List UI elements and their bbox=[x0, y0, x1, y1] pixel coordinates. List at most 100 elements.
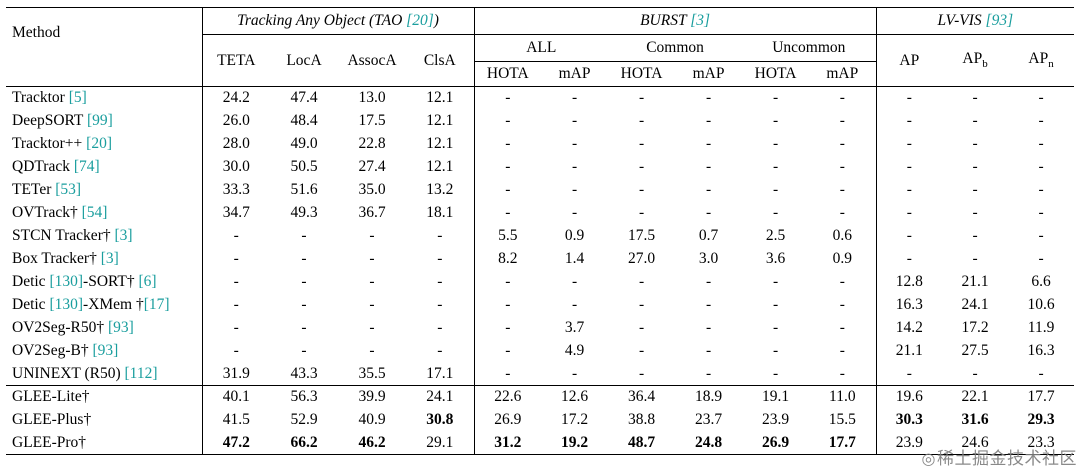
table-row: Detic [130]-SORT† [6] - - - - - - - - - -12.8 21.1 6… bbox=[6, 270, 1074, 294]
group-header-burst: BURST [3] bbox=[473, 7, 877, 35]
value-cell: - bbox=[301, 319, 307, 336]
value-cell: 56.3 bbox=[270, 385, 338, 409]
value-cell: 24.1 bbox=[961, 296, 989, 313]
value-cell: - bbox=[638, 204, 645, 221]
value-cell: 21.1 bbox=[875, 339, 943, 363]
citation[interactable]: [17] bbox=[143, 296, 170, 313]
value-cell: - bbox=[437, 273, 443, 290]
value-cell: - bbox=[638, 364, 645, 382]
value-cell: 4.9 bbox=[564, 342, 585, 359]
value-cell: - bbox=[1038, 112, 1044, 129]
value-cell: - bbox=[473, 155, 542, 179]
value-cell: 27.0 bbox=[627, 250, 656, 267]
value-cell: - bbox=[301, 227, 307, 244]
value-cell: 17.7 bbox=[1008, 385, 1075, 409]
value-cell: 33.3 bbox=[201, 178, 270, 202]
method-name: OV2Seg-R50† bbox=[12, 319, 109, 336]
value-cell: - bbox=[705, 112, 712, 129]
citation[interactable]: [130] bbox=[49, 273, 84, 290]
value-cell: - bbox=[369, 227, 375, 244]
citation[interactable]: [99] bbox=[87, 112, 113, 129]
value-cell: - bbox=[839, 112, 845, 129]
value-cell: 12.1 bbox=[426, 158, 454, 175]
value-cell: - bbox=[473, 362, 542, 386]
citation[interactable]: [20] bbox=[86, 135, 112, 152]
citation[interactable]: [3] bbox=[690, 12, 711, 29]
value-cell: 17.2 bbox=[560, 411, 589, 428]
value-cell: 0.9 bbox=[564, 227, 585, 244]
value-cell: - bbox=[638, 273, 645, 290]
value-cell: 0.7 bbox=[698, 227, 719, 244]
citation[interactable]: [74] bbox=[73, 158, 100, 175]
citation[interactable]: [93] bbox=[985, 12, 1014, 29]
value-cell: 52.9 bbox=[290, 411, 318, 428]
value-cell: - bbox=[1038, 181, 1044, 198]
value-cell: 29.3 bbox=[1027, 411, 1055, 428]
citation[interactable]: [130] bbox=[49, 296, 84, 313]
value-cell: - bbox=[705, 273, 712, 290]
method-name: -XMem † bbox=[83, 296, 144, 313]
method-name: DeepSORT bbox=[12, 112, 87, 129]
value-cell: - bbox=[839, 135, 845, 152]
value-cell: - bbox=[772, 112, 779, 129]
method-name: STCN Tracker† bbox=[12, 227, 115, 244]
value-cell: - bbox=[369, 342, 375, 359]
citation[interactable]: [93] bbox=[92, 342, 119, 359]
citation[interactable]: [53] bbox=[55, 181, 82, 198]
method-name: QDTrack bbox=[12, 158, 74, 175]
method-cell: Detic [130]-SORT† [6] bbox=[6, 271, 202, 294]
table-row: OV2Seg-B† [93] - - - - -4.9- - - -21.1 27.5 16.3 bbox=[6, 339, 1074, 363]
column-header-map-uncommon: mAP bbox=[809, 61, 877, 87]
value-cell: - bbox=[839, 89, 845, 107]
value-cell: - bbox=[875, 201, 943, 225]
value-cell: - bbox=[972, 181, 978, 198]
value-cell: 12.8 bbox=[875, 270, 943, 294]
value-cell: - bbox=[972, 89, 978, 107]
value-cell: - bbox=[875, 109, 943, 133]
value-cell: 48.4 bbox=[290, 112, 318, 129]
citation[interactable]: [112] bbox=[124, 364, 158, 382]
value-cell: - bbox=[301, 273, 307, 290]
value-cell: - bbox=[705, 135, 712, 152]
value-cell: - bbox=[638, 158, 645, 175]
method-cell: OVTrack† [54] bbox=[6, 202, 202, 225]
value-cell: 14.2 bbox=[875, 316, 943, 340]
citation[interactable]: [54] bbox=[81, 204, 108, 221]
value-cell: - bbox=[201, 339, 270, 363]
value-cell: - bbox=[301, 296, 307, 313]
value-cell: 23.9 bbox=[875, 431, 943, 455]
value-cell: 21.1 bbox=[961, 273, 989, 290]
value-cell: - bbox=[772, 89, 779, 107]
value-cell: - bbox=[875, 155, 943, 179]
value-cell: 28.0 bbox=[201, 132, 270, 156]
table-row: Detic [130]-XMem †[17] - - - - - - - - - -16.3 24.1… bbox=[6, 293, 1074, 317]
value-cell: - bbox=[473, 86, 542, 110]
value-cell: - bbox=[875, 247, 943, 271]
value-cell: - bbox=[839, 204, 845, 221]
citation[interactable]: [5] bbox=[68, 89, 87, 107]
value-cell: - bbox=[972, 112, 978, 129]
citation[interactable]: [3] bbox=[100, 250, 119, 267]
value-cell: - bbox=[839, 364, 845, 382]
value-cell: - bbox=[571, 112, 578, 129]
method-name: UNINEXT (R50) bbox=[12, 364, 125, 382]
value-cell: - bbox=[473, 178, 542, 202]
value-cell: 48.7 bbox=[627, 433, 656, 451]
citation[interactable]: [20] bbox=[406, 12, 434, 29]
value-cell: 49.3 bbox=[290, 204, 318, 221]
group-header-lvvis: LV-VIS [93] bbox=[875, 7, 1075, 35]
citation[interactable]: [6] bbox=[138, 273, 157, 290]
citation[interactable]: [3] bbox=[114, 227, 133, 244]
method-cell: GLEE-Plus† bbox=[6, 409, 202, 432]
method-name: Tracktor bbox=[12, 89, 69, 107]
value-cell: 23.9 bbox=[761, 411, 790, 428]
table-row: STCN Tracker† [3] - - - -5.5 0.9 17.5 0.7 2.5 0.6… bbox=[6, 224, 1074, 248]
value-cell: 40.1 bbox=[201, 385, 270, 409]
citation[interactable]: [93] bbox=[108, 319, 134, 336]
value-cell: 13.0 bbox=[358, 89, 386, 107]
value-cell: - bbox=[473, 201, 542, 225]
value-cell: 34.7 bbox=[201, 201, 270, 225]
value-cell: - bbox=[705, 89, 712, 107]
value-cell: 31.6 bbox=[961, 411, 989, 428]
value-cell: 17.5 bbox=[627, 227, 656, 244]
